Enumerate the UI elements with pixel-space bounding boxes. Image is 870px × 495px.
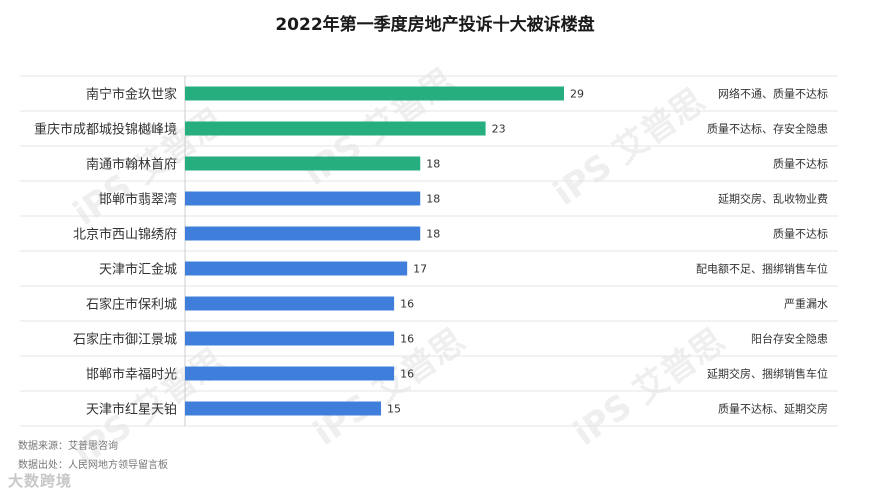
value-label: 16 <box>400 333 414 346</box>
value-label: 16 <box>400 368 414 381</box>
category-label: 南通市翰林首府 <box>86 157 177 173</box>
data-source: 数据来源：艾普思咨询 <box>18 441 118 452</box>
bar <box>185 191 421 206</box>
bar <box>185 366 395 381</box>
data-origin: 数据出处：人民网地方领导留言板 <box>18 460 168 471</box>
chart-title: 2022年第一季度房地产投诉十大被诉楼盘 <box>275 15 595 35</box>
value-label: 29 <box>570 88 584 101</box>
value-label: 15 <box>387 403 401 416</box>
category-label: 石家庄市保利城 <box>86 297 177 313</box>
complaint-note: 质量不达标 <box>773 227 828 241</box>
category-label: 天津市汇金城 <box>99 262 177 278</box>
value-label: 23 <box>492 123 506 136</box>
bar <box>185 156 421 171</box>
category-label: 重庆市成都城投锦樾峰境 <box>34 122 177 138</box>
category-label: 石家庄市御江景城 <box>73 332 177 348</box>
value-label: 18 <box>426 193 440 206</box>
bar <box>185 296 395 311</box>
category-label: 邯郸市翡翠湾 <box>99 192 177 208</box>
value-label: 17 <box>413 263 427 276</box>
brand-watermark: 大数跨境 <box>8 472 73 490</box>
value-label: 16 <box>400 298 414 311</box>
value-label: 18 <box>426 158 440 171</box>
category-label: 天津市红星天铂 <box>86 402 177 418</box>
complaint-note: 延期交房、乱收物业费 <box>718 192 828 206</box>
complaint-note: 配电额不足、捆绑销售车位 <box>696 262 828 276</box>
bar <box>185 86 564 101</box>
bar <box>185 401 382 416</box>
value-label: 18 <box>426 228 440 241</box>
complaint-note: 质量不达标、存安全隐患 <box>707 122 828 136</box>
bar <box>185 226 421 241</box>
bar <box>185 121 486 136</box>
bar <box>185 261 408 276</box>
category-label: 邯郸市幸福时光 <box>86 367 177 383</box>
complaint-note: 严重漏水 <box>784 297 828 311</box>
complaint-note: 延期交房、捆绑销售车位 <box>707 367 828 381</box>
category-label: 北京市西山锦绣府 <box>73 227 177 243</box>
complaint-note: 质量不达标 <box>773 157 828 171</box>
bar <box>185 331 395 346</box>
category-label: 南宁市金玖世家 <box>86 87 177 103</box>
complaint-note: 质量不达标、延期交房 <box>718 402 828 416</box>
complaint-note: 网络不通、质量不达标 <box>718 87 828 101</box>
complaint-note: 阳台存安全隐患 <box>751 332 828 346</box>
